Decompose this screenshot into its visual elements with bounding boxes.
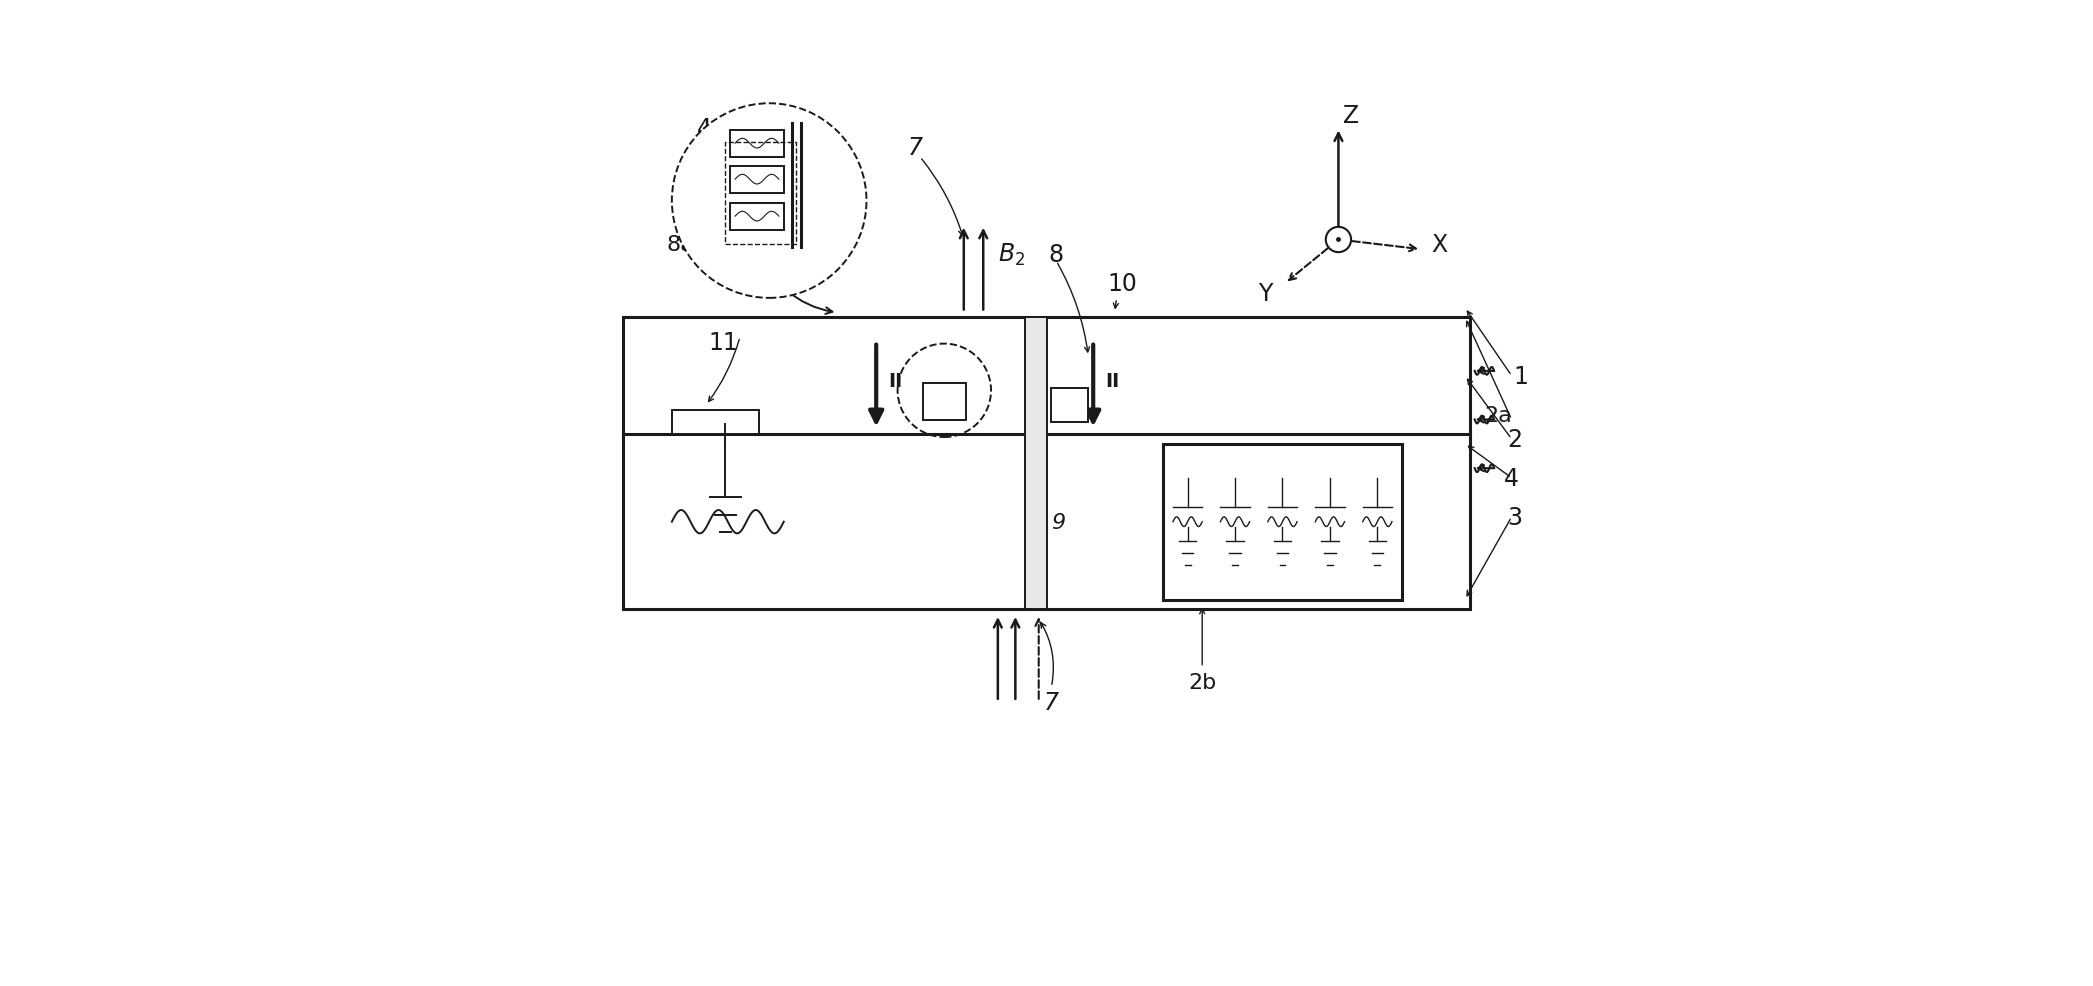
Circle shape (1325, 228, 1352, 252)
Text: II: II (1105, 372, 1120, 390)
Bar (1026, 318, 1046, 609)
Text: II: II (887, 372, 902, 390)
Bar (624, 318, 1469, 609)
Text: $B_2$: $B_2$ (998, 242, 1026, 268)
Bar (1051, 389, 1088, 423)
Text: 2b: 2b (1189, 672, 1216, 692)
Text: X: X (1432, 233, 1446, 257)
Text: Z: Z (1344, 104, 1360, 128)
Circle shape (672, 105, 867, 299)
Bar (730, 130, 783, 158)
Bar (730, 203, 783, 231)
Bar (1164, 445, 1402, 599)
Text: 4: 4 (1505, 466, 1520, 490)
Text: 1: 1 (1513, 365, 1528, 388)
Text: 8: 8 (1049, 243, 1063, 267)
Text: 10: 10 (1107, 272, 1136, 296)
Bar (923, 384, 965, 420)
Text: 8a: 8a (666, 235, 695, 255)
Text: 7: 7 (908, 136, 923, 160)
Bar (730, 167, 783, 193)
Bar (726, 143, 797, 246)
Text: Y: Y (1258, 282, 1273, 306)
Text: 9: 9 (1051, 512, 1065, 532)
Bar (672, 410, 760, 435)
Text: 2: 2 (1507, 428, 1522, 452)
Text: 11: 11 (710, 330, 739, 354)
Text: 7: 7 (1044, 690, 1059, 714)
Text: 2a: 2a (1484, 405, 1511, 425)
Text: 3: 3 (1507, 505, 1522, 529)
Text: 4: 4 (697, 116, 712, 140)
